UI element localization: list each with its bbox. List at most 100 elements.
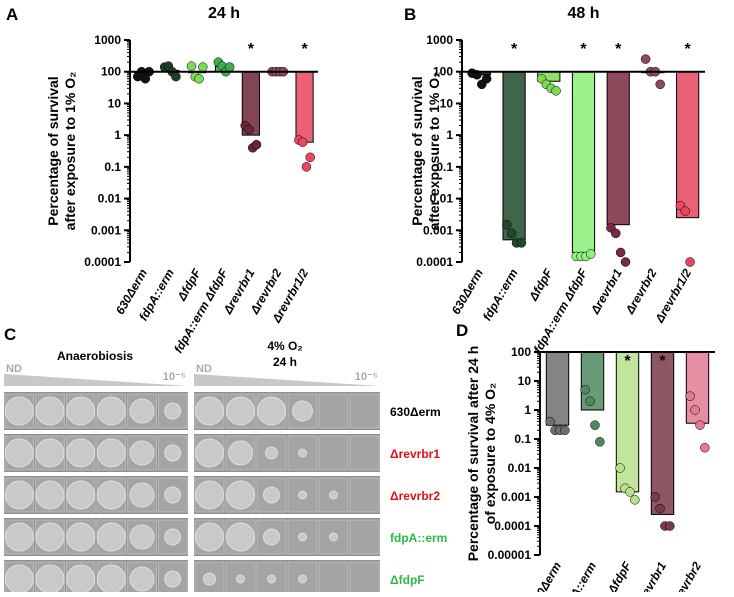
data-point xyxy=(171,71,181,82)
colony-spot xyxy=(298,490,307,500)
nd-label: ND xyxy=(196,363,212,375)
dilution-label: 10⁻⁵ xyxy=(163,371,186,383)
colony-spot xyxy=(35,480,65,510)
y-tick-label: 0.01 xyxy=(430,192,454,206)
data-point xyxy=(665,521,675,531)
data-point xyxy=(615,463,625,473)
colony-spot xyxy=(263,486,280,504)
data-point xyxy=(625,487,635,497)
strain-label: 630Δerm xyxy=(390,405,441,419)
panel-letter: D xyxy=(456,321,468,340)
data-point xyxy=(251,139,262,150)
plate-photo xyxy=(4,392,188,430)
y-tick-label: 10 xyxy=(108,96,122,110)
bar xyxy=(502,71,526,241)
colony-spot xyxy=(4,480,34,510)
y-tick-label: 0.1 xyxy=(436,160,453,174)
y-tick-label: 1 xyxy=(114,128,121,142)
data-point xyxy=(685,257,695,267)
x-tick-label: 630Δerm xyxy=(449,266,486,317)
panel-letter: A xyxy=(6,5,18,24)
significance-marker: * xyxy=(301,41,308,58)
y-tick-label: 1 xyxy=(446,128,453,142)
data-point xyxy=(690,405,700,415)
data-point xyxy=(611,228,621,239)
data-point xyxy=(301,162,312,172)
colony-spot xyxy=(298,574,307,584)
x-tick-label: 630Δerm xyxy=(527,559,564,592)
strain-label: Δrevrbr1 xyxy=(390,447,440,461)
significance-marker: * xyxy=(580,41,587,58)
y-tick-label: 100 xyxy=(511,345,531,359)
colony-spot xyxy=(164,486,182,504)
data-point xyxy=(595,437,605,447)
data-point xyxy=(655,79,665,90)
colony-spot xyxy=(164,570,182,588)
colony-spot xyxy=(129,524,155,550)
colony-spot xyxy=(96,396,126,426)
plate-photo xyxy=(194,434,380,472)
data-point xyxy=(695,420,705,430)
dilution-wedge xyxy=(194,374,380,386)
data-point xyxy=(224,62,235,72)
colony-spot xyxy=(257,396,286,426)
y-tick-label: 1000 xyxy=(94,33,121,47)
bar xyxy=(676,71,700,219)
y-tick-label: 0.01 xyxy=(98,192,122,206)
data-point xyxy=(560,425,570,436)
data-point xyxy=(630,495,640,505)
colony-spot xyxy=(4,438,34,468)
x-tick-label: fdpA::erm xyxy=(480,266,521,323)
colony-spot xyxy=(96,564,126,594)
colony-spot xyxy=(195,396,224,426)
colony-spot xyxy=(35,438,65,468)
strain-label: fdpA::erm xyxy=(390,531,447,545)
data-point xyxy=(585,396,595,407)
significance-marker: * xyxy=(615,41,622,58)
plate-photo xyxy=(4,560,188,597)
bar xyxy=(571,71,596,253)
significance-marker: * xyxy=(659,353,666,370)
data-point xyxy=(615,247,626,258)
y-tick-label: 100 xyxy=(433,65,453,79)
y-tick-label: 0.1 xyxy=(104,160,121,174)
well xyxy=(349,477,380,513)
colony-spot xyxy=(96,438,126,468)
data-point xyxy=(244,124,254,135)
colony-spot xyxy=(66,438,96,468)
data-point xyxy=(305,152,315,163)
dilution-wedge xyxy=(4,374,188,386)
y-tick-label: 0.1 xyxy=(514,432,531,446)
colony-spot xyxy=(265,446,278,460)
well xyxy=(318,393,349,429)
x-tick-label: Δrevrbr1 xyxy=(587,266,624,317)
bar xyxy=(545,351,570,426)
x-tick-label: Δrevrbr2 xyxy=(667,559,704,592)
dilution-label: 10⁻⁵ xyxy=(355,371,378,383)
data-point xyxy=(620,257,631,267)
colony-spot xyxy=(226,522,255,552)
colony-spot xyxy=(164,528,182,546)
chart-title: 48 h xyxy=(567,5,599,22)
colony-spot xyxy=(164,402,182,420)
strain-label: ΔfdpF xyxy=(390,573,425,587)
bar xyxy=(295,71,314,143)
colony-spot xyxy=(292,400,313,422)
data-point xyxy=(700,442,710,453)
significance-marker: * xyxy=(624,353,631,370)
y-tick-label: 0.00001 xyxy=(488,548,532,562)
x-tick-label: fdpA::erm xyxy=(558,559,599,592)
data-point xyxy=(516,238,527,248)
strain-label: Δrevrbr2 xyxy=(390,489,440,503)
colony-spot xyxy=(267,574,276,584)
colony-spot xyxy=(129,398,155,424)
panel-letter: C xyxy=(4,325,16,344)
colony-spot xyxy=(66,522,96,552)
condition-title: Anaerobiosis xyxy=(57,349,133,363)
significance-marker: * xyxy=(248,41,255,58)
y-axis-title: after exposure to 1% O₂ xyxy=(426,72,442,231)
bar xyxy=(650,351,675,515)
colony-spot xyxy=(164,444,182,462)
plate-photo xyxy=(194,392,380,430)
